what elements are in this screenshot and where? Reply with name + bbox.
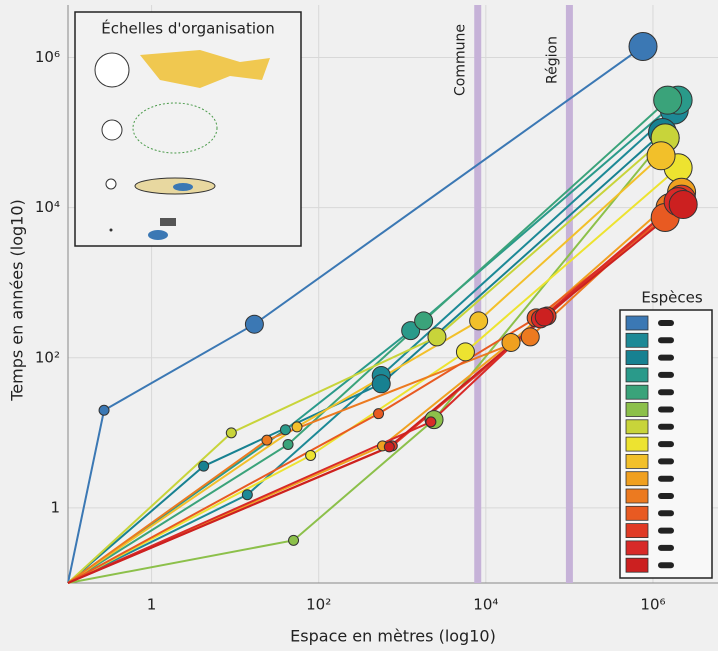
legend-icon [658,527,674,534]
legend-swatch [625,402,649,417]
data-point [383,441,395,453]
data-point [501,332,521,352]
data-point [653,85,683,115]
legend: Espèces [619,289,713,579]
legend-icon [658,389,674,396]
legend-swatch [625,540,649,556]
data-point [401,321,421,341]
data-point [414,311,434,331]
data-point [534,307,554,327]
data-point [668,190,698,220]
x-tick-label: 10⁴ [473,596,498,614]
series-line [67,203,684,584]
scale-circle [94,52,130,88]
series-line [67,137,666,584]
scale-circle [105,178,117,190]
legend-icon [658,441,674,448]
data-point [427,327,447,347]
series-line [67,45,644,584]
data-point [279,424,291,436]
data-point [425,416,437,428]
legend-icon [658,423,674,430]
x-tick-label: 10² [306,596,331,614]
scale-shape [173,183,193,191]
series-line [67,99,669,584]
dots [98,32,698,546]
data-point [291,421,303,433]
series-line [67,166,679,584]
series-line [67,200,679,584]
scale-shape [140,50,270,88]
scale-shape [160,218,176,226]
scale-shape [148,230,168,240]
scale-circle [109,228,113,232]
x-tick-label: 10⁶ [640,596,665,614]
y-tick-label: 1 [50,498,60,516]
data-point [282,438,294,450]
data-point [261,434,273,446]
legend-icon [658,493,674,499]
legend-icon [658,458,674,465]
legend-swatch [625,332,649,348]
legend-icon [658,320,674,326]
data-point [373,408,385,420]
legend-icon [658,475,674,482]
data-point [305,449,317,461]
legend-icon [658,510,674,517]
legend-swatch [625,488,649,504]
legend-swatch [625,471,649,487]
data-point [469,311,489,331]
data-point [371,374,391,394]
legend-swatch [625,384,649,400]
y-tick-label: 10⁶ [35,48,60,66]
legend-icon [658,562,674,569]
data-point [98,404,110,416]
series-line [67,99,679,584]
data-point [520,327,540,347]
band-label: Commune [453,24,469,96]
data-point [241,489,253,501]
y-tick-label: 10⁴ [35,198,60,216]
legend-swatch [625,453,649,469]
x-tick-label: 1 [147,596,157,614]
data-point [455,342,475,362]
legend-icon [658,354,674,361]
data-point [244,314,264,334]
series-line [67,191,683,584]
legend-icon [658,337,674,344]
series-line [67,109,675,584]
data-point [225,427,237,439]
y-axis-title: Temps en années (log10) [8,199,27,402]
inset: Échelles d'organisation [74,11,302,247]
inset-title: Échelles d'organisation [101,19,274,38]
legend-swatch [625,436,649,452]
legend-swatch [625,419,649,435]
legend-swatch [625,350,649,366]
y-tick-label: 10² [35,348,60,366]
data-point [646,141,676,171]
data-point [288,534,300,546]
legend-swatch [625,523,649,538]
scale-circle [101,119,123,141]
band-label: Région [544,36,560,84]
data-point [628,32,658,62]
x-axis-title: Espace en mètres (log10) [290,627,496,646]
legend-icon [658,406,674,413]
legend-swatch [625,505,649,521]
legend-title: Espèces [641,289,703,307]
legend-swatch [625,367,649,383]
legend-icon [658,544,674,551]
scale-shape [132,102,218,154]
legend-icon [658,371,674,378]
legend-swatch [625,315,649,331]
legend-swatch [625,557,649,573]
data-point [198,460,210,472]
